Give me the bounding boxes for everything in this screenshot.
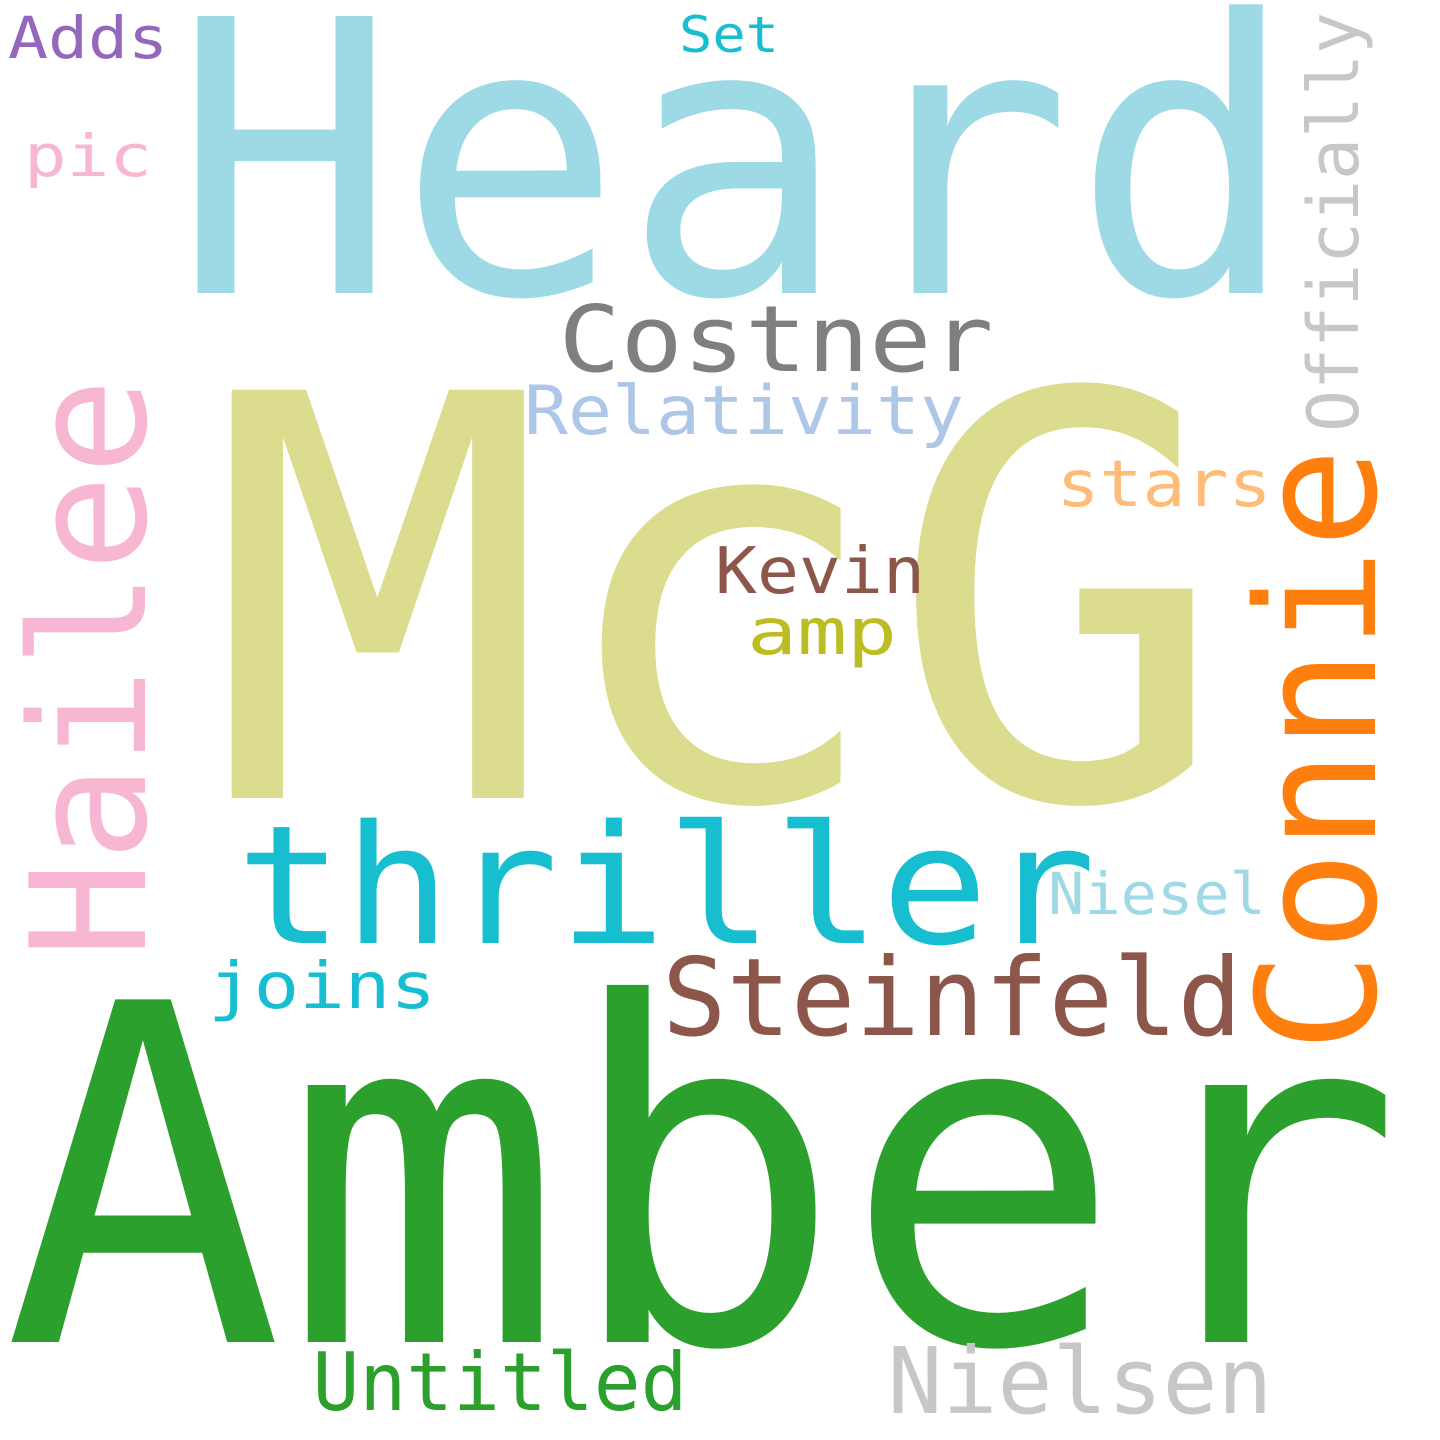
word-nielsen: Nielsen <box>888 1328 1273 1435</box>
word-connie: Connie <box>1222 448 1414 1053</box>
word-niesel: Niesel <box>1048 860 1266 928</box>
word-stars: stars <box>1057 448 1272 522</box>
word-kevin: Kevin <box>715 535 925 609</box>
word-amp: amp <box>747 596 897 670</box>
word-amber: Amber <box>3 906 1403 1440</box>
word-adds: Adds <box>8 4 168 72</box>
word-pic: pic <box>24 122 152 190</box>
word-thriller: thriller <box>236 790 1096 982</box>
word-officially: Officially <box>1293 12 1375 432</box>
word-steinfeld: Steinfeld <box>662 936 1242 1061</box>
word-hailee: Hailee <box>0 378 183 958</box>
word-costner: Costner <box>559 286 994 393</box>
word-relativity: Relativity <box>524 372 964 451</box>
word-set: Set <box>679 6 779 64</box>
word-mcg: McG <box>208 279 1228 931</box>
word-joins: joins <box>208 950 436 1024</box>
word-untitled: Untitled <box>313 1336 688 1429</box>
word-heard: Heard <box>173 0 1298 383</box>
